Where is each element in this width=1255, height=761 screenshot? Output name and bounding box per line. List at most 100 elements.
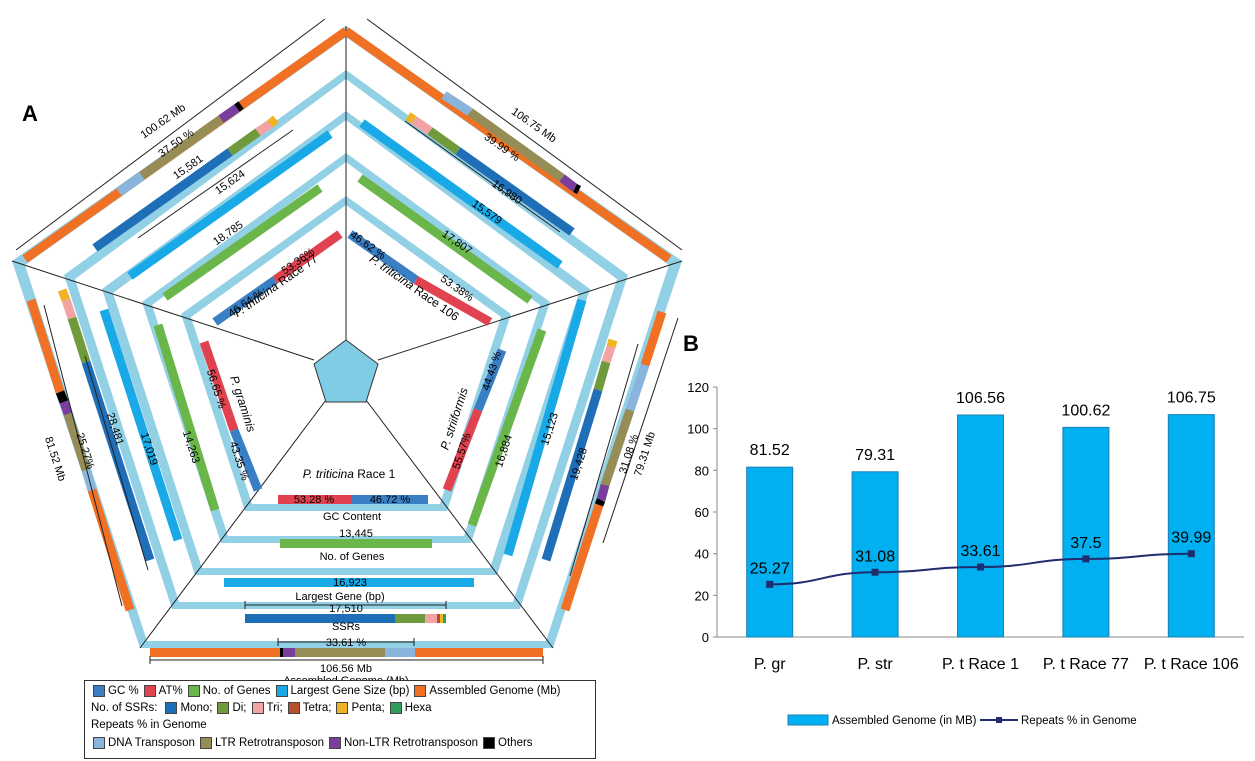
legend-bar-label: Assembled Genome (in MB)	[832, 715, 977, 727]
legend-genome-label: Assembled Genome (Mb)	[429, 685, 561, 697]
line-point	[977, 563, 984, 571]
line-labels: 25.27 31.08 33.61 37.5 39.99	[750, 530, 1212, 578]
dna-swatch	[93, 737, 105, 749]
legend-tri-label: Tri;	[266, 702, 283, 714]
line-point	[1082, 555, 1090, 563]
svg-text:106.75 Mb: 106.75 Mb	[509, 106, 558, 146]
legend-tetra: Tetra;	[286, 702, 332, 714]
y-tick-label: 120	[687, 380, 709, 395]
line-value-label: 25.27	[750, 560, 790, 577]
legend-row-3: Repeats % in Genome	[91, 719, 207, 731]
genes-title: No. of Genes	[320, 551, 385, 563]
bar-line-chart: 0 20 40 60 80 100 120 81.52 79.31 106.56 100.62 10…	[687, 380, 1244, 727]
legend-hexa-label: Hexa	[404, 702, 432, 714]
legend-row-1: GC % AT% No. of Genes Largest Gene Size …	[91, 685, 563, 697]
nonltr-swatch	[329, 737, 342, 749]
legend-dna-label: DNA Transposon	[108, 737, 195, 749]
legend-nonltr: Non-LTR Retrotransposon	[327, 737, 478, 749]
legend-genome: Assembled Genome (Mb)	[412, 685, 560, 697]
legend-hexa: Hexa	[388, 702, 432, 714]
y-tick-label: 0	[702, 630, 709, 645]
graminis-genome-label: 81.52 Mb	[42, 435, 68, 482]
bar-genome	[1062, 426, 1110, 638]
race1-genes-label: 13,445	[339, 528, 373, 540]
tetra-swatch	[287, 702, 300, 714]
genes-swatch	[187, 685, 200, 697]
line-point	[766, 580, 774, 588]
legend-tetra-label: Tetra;	[302, 702, 332, 714]
legend-tri: Tri;	[250, 702, 283, 714]
y-tick-label: 100	[687, 422, 709, 437]
panel-b-letter: B	[683, 331, 699, 356]
legend-ssr-title: No. of SSRs:	[91, 702, 158, 714]
legend-penta: Penta;	[334, 702, 385, 714]
race1-largest-label: 16,923	[333, 577, 367, 589]
legend-line-label: Repeats % in Genome	[1021, 715, 1137, 727]
line-points	[766, 550, 1195, 588]
legend-ltr: LTR Retrotransposon	[198, 737, 324, 749]
pentagon-chart: P. triticina Race 1 53.28 % 46.72 % GC C…	[11, 18, 683, 687]
y-tick-label: 20	[695, 588, 709, 603]
bar-genome	[851, 471, 899, 638]
di-swatch	[217, 702, 230, 714]
race77-segments	[22, 27, 349, 326]
y-ticks: 0 20 40 60 80 100 120	[687, 380, 717, 645]
legend-row-2: No. of SSRs: Mono; Di; Tri; Tetra; Penta…	[91, 702, 435, 714]
legend-gc-label: GC %	[108, 685, 139, 697]
race1-repeats-label: 33.61 %	[326, 637, 367, 649]
legend-genes: No. of Genes	[186, 685, 271, 697]
legend-mono: Mono;	[163, 702, 212, 714]
y-tick-label: 60	[695, 505, 709, 520]
bar-genome	[957, 414, 1004, 638]
line-value-label: 33.61	[960, 543, 1000, 560]
radial-separators	[11, 26, 683, 649]
legend-repeats-title: Repeats % in Genome	[91, 719, 207, 731]
line-point	[871, 568, 879, 576]
gc-swatch	[93, 685, 105, 697]
legend-a: GC % AT% No. of Genes Largest Gene Size …	[84, 680, 596, 759]
bar-value-label: 106.56	[956, 390, 1005, 407]
mono-swatch	[165, 702, 178, 714]
race1-ssrs-label: 17,510	[329, 603, 363, 615]
legend-at: AT%	[142, 685, 183, 697]
legend-di-label: Di;	[232, 702, 247, 714]
race1-center-label: P. triticina Race 1	[303, 467, 396, 481]
legend-gc: GC %	[91, 685, 139, 697]
y-tick-label: 40	[695, 547, 709, 562]
legend-others: Others	[481, 737, 533, 749]
tri-swatch	[251, 702, 264, 714]
bar-genome	[746, 466, 794, 638]
bracket-lines	[15, 18, 683, 664]
legend-dna: DNA Transposon	[91, 737, 195, 749]
race1-at-label: 46.72 %	[370, 494, 411, 506]
legend-largest: Largest Gene Size (bp)	[274, 685, 410, 697]
x-category-label: P. t Race 77	[1043, 656, 1129, 673]
center-pentagon	[313, 339, 379, 403]
legend-others-label: Others	[498, 737, 533, 749]
largest-swatch	[275, 685, 288, 697]
race1-genome-label: 106.56 Mb	[320, 663, 372, 675]
legend-line-marker	[996, 717, 1002, 723]
legend-penta-label: Penta;	[351, 702, 385, 714]
race106-segments	[343, 27, 672, 326]
legend-largest-label: Largest Gene Size (bp)	[290, 685, 410, 697]
x-category-label: P. gr	[754, 656, 786, 673]
penta-swatch	[336, 702, 349, 714]
striiformis-segments	[442, 298, 667, 612]
bar-value-label: 81.52	[750, 442, 790, 459]
bar-value-label: 100.62	[1061, 402, 1110, 419]
hexa-swatch	[389, 702, 402, 714]
line-value-label: 37.5	[1070, 535, 1101, 552]
bars	[746, 414, 1215, 638]
x-category-label: P. str	[857, 656, 893, 673]
others-swatch	[483, 737, 496, 749]
bar-labels: 81.52 79.31 106.56 100.62 106.75	[750, 390, 1216, 464]
legend-row-4: DNA Transposon LTR Retrotransposon Non-L…	[91, 737, 536, 749]
legend-mono-label: Mono;	[180, 702, 213, 714]
race106-genome-label: 106.75 Mb	[509, 106, 558, 146]
gc-content-title: GC Content	[323, 511, 381, 523]
x-category-label: P. t Race 106	[1144, 656, 1239, 673]
line-value-label: 39.99	[1171, 530, 1211, 547]
genome-swatch	[414, 685, 427, 697]
race1-segments	[150, 495, 543, 657]
